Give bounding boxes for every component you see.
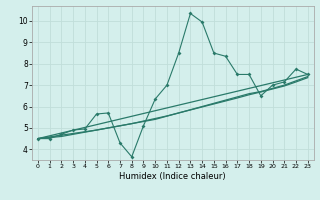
X-axis label: Humidex (Indice chaleur): Humidex (Indice chaleur) — [119, 172, 226, 181]
